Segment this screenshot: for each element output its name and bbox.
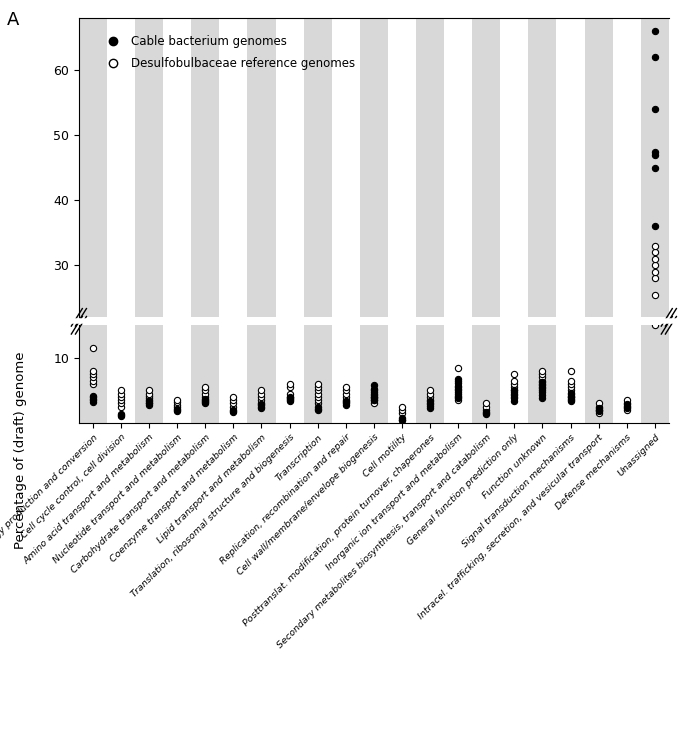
Bar <box>360 18 388 317</box>
Bar <box>304 18 332 317</box>
Bar <box>248 325 276 423</box>
Text: A: A <box>7 11 19 29</box>
Bar <box>416 18 444 317</box>
Bar <box>79 18 107 317</box>
Text: Percentage of (draft) genome: Percentage of (draft) genome <box>14 351 27 549</box>
Bar <box>304 325 332 423</box>
Bar <box>472 18 500 317</box>
Bar <box>528 325 556 423</box>
Bar <box>528 18 556 317</box>
Bar <box>135 325 163 423</box>
Bar <box>191 325 220 423</box>
Bar <box>641 18 669 317</box>
Bar <box>416 325 444 423</box>
Legend: Cable bacterium genomes, Desulfobulbaceae reference genomes: Cable bacterium genomes, Desulfobulbacea… <box>97 30 359 75</box>
Bar <box>472 325 500 423</box>
Bar <box>135 18 163 317</box>
Bar <box>79 325 107 423</box>
Bar <box>641 325 669 423</box>
Bar <box>584 325 613 423</box>
Bar <box>360 325 388 423</box>
Bar <box>248 18 276 317</box>
Bar <box>584 18 613 317</box>
Bar <box>191 18 220 317</box>
